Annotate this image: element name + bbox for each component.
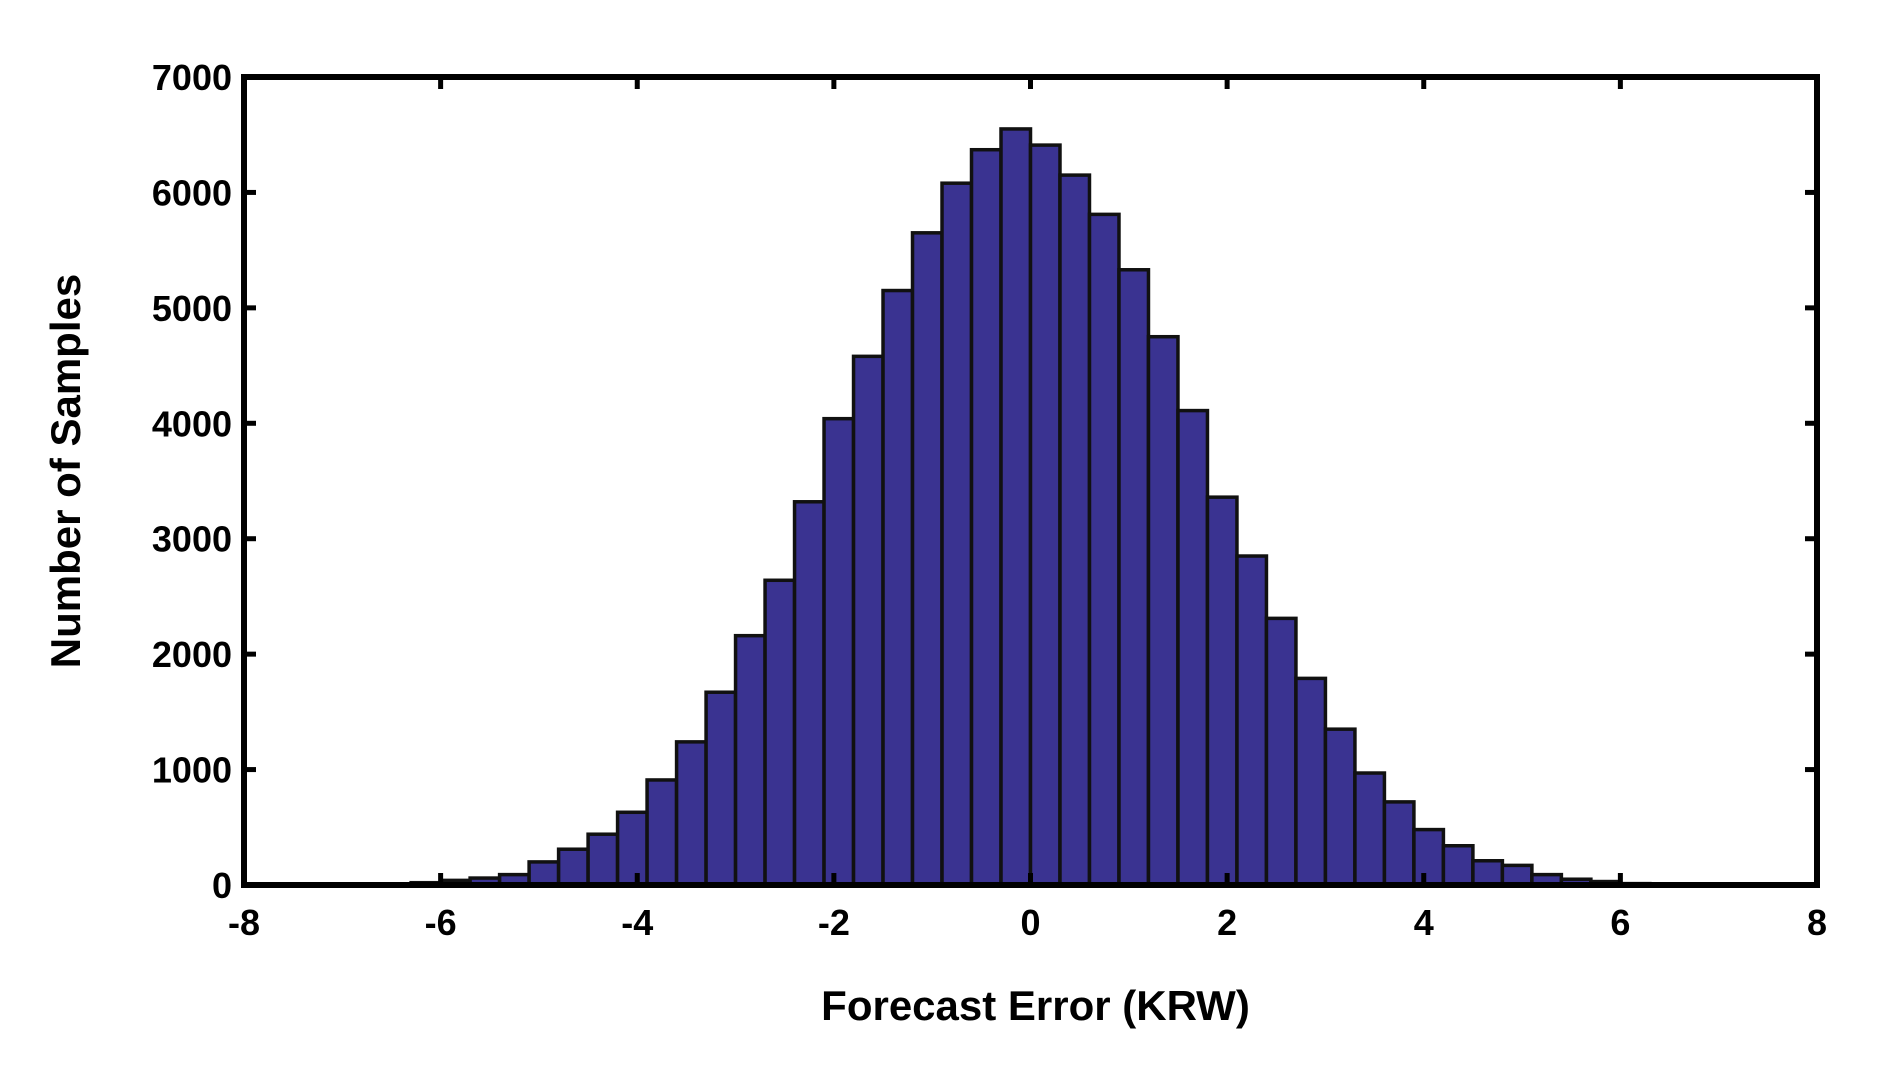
histogram-bar [706, 692, 735, 885]
histogram-bar [1414, 830, 1443, 885]
histogram-bar [1089, 214, 1118, 885]
x-tick-label: -2 [818, 902, 850, 943]
histogram-bar [883, 291, 912, 885]
histogram-bar [1119, 270, 1148, 885]
x-tick-label: -6 [425, 902, 457, 943]
x-tick-label: 6 [1610, 902, 1630, 943]
y-tick-label: 3000 [152, 519, 232, 560]
bars-layer [264, 129, 1768, 885]
y-tick-label: 6000 [152, 172, 232, 213]
y-tick-label: 7000 [152, 57, 232, 98]
x-axis-title: Forecast Error (KRW) [821, 982, 1250, 1029]
histogram-bar [1355, 773, 1384, 885]
histogram-bar [1473, 861, 1502, 885]
y-axis-title: Number of Samples [42, 274, 89, 668]
y-tick-label: 5000 [152, 288, 232, 329]
histogram-bar [736, 636, 765, 885]
y-tick-label: 2000 [152, 634, 232, 675]
histogram-bar [765, 580, 794, 885]
histogram-bar [1237, 556, 1266, 885]
x-tick-label: 0 [1020, 902, 1040, 943]
histogram-bar [854, 356, 883, 885]
histogram-bar [1178, 411, 1207, 885]
y-tick-label: 4000 [152, 403, 232, 444]
histogram-bar [677, 742, 706, 885]
x-tick-label: -4 [621, 902, 653, 943]
histogram-bar [1031, 145, 1060, 885]
histogram-bar [972, 150, 1001, 885]
histogram-bar [559, 849, 588, 885]
histogram-bar [1266, 618, 1295, 885]
histogram-bar [913, 233, 942, 885]
histogram-bar [647, 780, 676, 885]
histogram-bar [588, 834, 617, 885]
histogram-bar [1001, 129, 1030, 885]
histogram-bar [1207, 497, 1236, 885]
x-tick-label: -8 [228, 902, 260, 943]
histogram-bar [1384, 802, 1413, 885]
histogram-bar [1325, 729, 1354, 885]
y-tick-label: 1000 [152, 750, 232, 791]
histogram-bar [942, 183, 971, 885]
histogram-bar [1148, 337, 1177, 885]
y-tick-label: 0 [212, 865, 232, 906]
histogram-bar [795, 502, 824, 885]
histogram-bar [618, 812, 647, 885]
histogram-bar [824, 419, 853, 885]
histogram-bar [1296, 678, 1325, 885]
x-tick-label: 2 [1217, 902, 1237, 943]
histogram-bar [1443, 846, 1472, 885]
histogram-bar [1060, 175, 1089, 885]
histogram-bar [529, 862, 558, 885]
x-tick-label: 4 [1414, 902, 1434, 943]
x-tick-label: 8 [1807, 902, 1827, 943]
